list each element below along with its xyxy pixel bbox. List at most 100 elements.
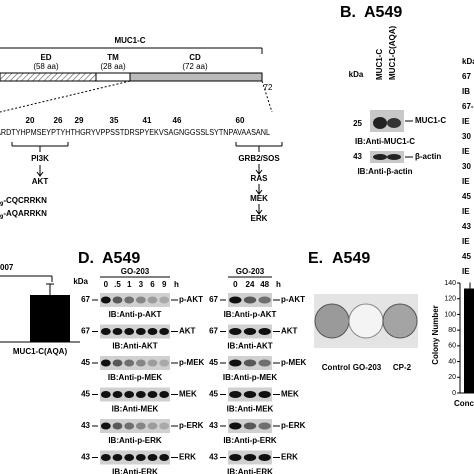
pathway-node: GRB2/SOS <box>238 154 280 163</box>
band <box>112 328 123 335</box>
ib-label: IB:Anti-β-actin <box>357 167 412 176</box>
band <box>112 454 123 461</box>
band <box>147 422 158 430</box>
band <box>135 454 146 461</box>
treatment-label: GO-203 <box>121 267 150 276</box>
lane-label: 1 <box>127 280 132 289</box>
band <box>135 422 146 430</box>
bar-label: MUC1-C(AQA) <box>13 347 68 356</box>
band <box>112 391 123 398</box>
residue-position: 26 <box>54 116 63 125</box>
band-label: ERK <box>281 453 298 462</box>
fragment-label: IE <box>462 237 470 246</box>
sequence: ARDTYHPMSEYPTYHTHGRYVPPSSTDRSPYEKVSAGNGG… <box>0 128 270 137</box>
mw-label: 45 <box>209 390 218 399</box>
residue-position: 35 <box>110 116 119 125</box>
residue-position: 29 <box>75 116 84 125</box>
band <box>243 296 257 304</box>
ib-label: IB:Anti-MEK <box>227 405 274 414</box>
x-axis-label: Conc <box>454 399 474 408</box>
band-label: MEK <box>179 390 197 399</box>
band <box>147 296 158 304</box>
band <box>243 422 257 430</box>
band-label: β-actin <box>415 152 441 161</box>
band <box>258 359 271 367</box>
fragment-label: IE <box>462 177 470 186</box>
band <box>147 391 158 398</box>
cd-domain <box>129 72 263 82</box>
band <box>373 154 387 160</box>
domain-name: TM <box>107 53 119 62</box>
residue-position: 46 <box>173 116 182 125</box>
band-label: p-MEK <box>281 358 307 367</box>
mw-label: 67 <box>209 327 218 336</box>
band-label: AKT <box>179 327 196 336</box>
cell-line: A549 <box>332 250 370 267</box>
treatment-label: GO-203 <box>236 267 265 276</box>
plate-label: Control <box>322 363 350 372</box>
residue-position: 60 <box>236 116 245 125</box>
band-label: p-ERK <box>281 421 306 430</box>
p-value: 007 <box>0 263 14 272</box>
band <box>124 391 135 398</box>
band-label: p-ERK <box>179 421 204 430</box>
band <box>229 454 242 461</box>
band <box>135 328 146 335</box>
band-label: p-MEK <box>179 358 205 367</box>
y-tick-label: 120 <box>444 296 456 303</box>
band <box>258 454 271 461</box>
lane-label: 48 <box>260 280 269 289</box>
band <box>100 454 111 461</box>
pathway-node: ERK <box>251 214 268 223</box>
mw-label: 45 <box>81 358 90 367</box>
mw-label: 45 <box>81 390 90 399</box>
band <box>229 391 242 398</box>
subscript: 9 <box>0 215 4 221</box>
fragment-label: 30 <box>462 162 471 171</box>
pathway-node: RAS <box>251 174 269 183</box>
band <box>100 328 111 335</box>
panel-c: 007 MUC1-C(AQA) <box>0 263 80 356</box>
plate <box>382 303 418 339</box>
unit-label: h <box>174 280 179 289</box>
ib-label: IB:Anti-p-MEK <box>223 373 277 382</box>
y-tick-label: 100 <box>444 311 456 318</box>
cell-line: A549 <box>364 4 402 21</box>
ib-label: IB:Anti-p-AKT <box>109 310 162 319</box>
y-tick-label: 0 <box>452 390 456 397</box>
mw-label: 67 <box>209 295 218 304</box>
lane-label: 3 <box>139 280 144 289</box>
domain-length: (72 aa) <box>182 62 208 71</box>
arrow-head <box>255 169 263 175</box>
band <box>100 296 111 304</box>
subscript: 9 <box>0 202 4 208</box>
fragment-label: kDa <box>462 57 474 66</box>
band <box>159 422 170 430</box>
bar <box>464 288 474 393</box>
mw-label: 25 <box>353 119 362 128</box>
unit-label: h <box>276 280 281 289</box>
fragment-label: 30 <box>462 132 471 141</box>
ib-label: IB:Anti-AKT <box>227 342 272 351</box>
fragment-label: 67- <box>462 102 474 111</box>
lane-label: 0 <box>233 280 238 289</box>
kda-label: kDa <box>349 70 364 79</box>
peptide: 9-CQCRRKN <box>0 196 47 207</box>
band <box>112 422 123 430</box>
band <box>159 454 170 461</box>
band <box>100 359 111 367</box>
band <box>124 454 135 461</box>
fragment-label: 45 <box>462 252 471 261</box>
peptide: 9-AQARRKN <box>0 209 47 220</box>
lane-label: 24 <box>246 280 255 289</box>
lane-label: MUC1-C <box>375 49 384 80</box>
lane-label: 0 <box>104 280 109 289</box>
fragment-label: 67 <box>462 72 471 81</box>
band <box>112 359 123 367</box>
pathway-node: AKT <box>32 177 49 186</box>
domain-name: ED <box>40 53 51 62</box>
band <box>147 454 158 461</box>
y-tick-label: 80 <box>448 327 456 334</box>
band <box>112 296 123 304</box>
